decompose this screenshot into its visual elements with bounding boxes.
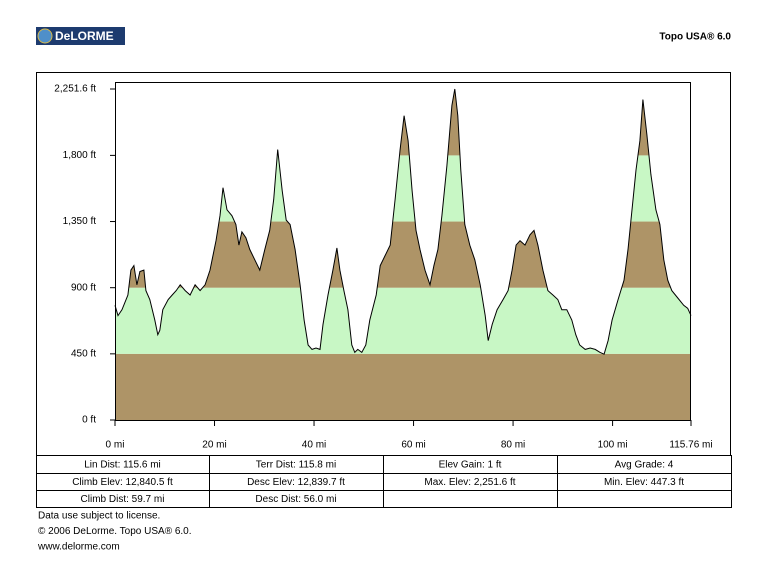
logo: DeLORME (36, 27, 125, 45)
elevation-band (115, 287, 691, 354)
table-text: Avg Grade: 4 (615, 460, 674, 471)
table-cell (557, 490, 732, 508)
table-cell (383, 490, 558, 508)
y-tick-label: 1,800 ft (63, 150, 97, 161)
x-tick-label: 0 mi (106, 440, 125, 451)
x-tick-label: 40 mi (302, 440, 326, 451)
logo-globe (37, 28, 53, 44)
x-tick-label: 100 mi (598, 440, 628, 451)
stats-table: Lin Dist: 115.6 mi Terr Dist: 115.8 mi Ele… (36, 455, 732, 508)
x-tick-label: 20 mi (202, 440, 226, 451)
footer-line: Data use subject to license. (38, 511, 160, 522)
y-tick-label: 2,251.6 ft (54, 84, 96, 95)
y-tick-label: 0 ft (82, 415, 96, 426)
table-text: Desc Elev: 12,839.7 ft (247, 477, 345, 488)
footer-line: www.delorme.com (37, 542, 120, 553)
table-text: Elev Gain: 1 ft (439, 460, 502, 471)
elevation-bands (115, 82, 691, 420)
table-text: Max. Elev: 2,251.6 ft (424, 477, 515, 488)
elevation-band (115, 353, 691, 420)
logo-text: DeLORME (55, 29, 114, 43)
footer: Data use subject to license. © 2006 DeLor… (37, 511, 192, 553)
plot-frame (115, 82, 691, 421)
table-text: Lin Dist: 115.6 mi (84, 460, 161, 471)
table-text: Climb Dist: 59.7 mi (81, 494, 165, 505)
logo-box (36, 27, 125, 45)
product-name: Topo USA® 6.0 (659, 32, 731, 43)
table-text: Climb Elev: 12,840.5 ft (72, 477, 173, 488)
footer-line: © 2006 DeLorme. Topo USA® 6.0. (38, 526, 192, 537)
y-tick-label: 450 ft (71, 348, 96, 359)
table-text: Min. Elev: 447.3 ft (604, 477, 684, 488)
table-text: Desc Dist: 56.0 mi (255, 494, 336, 505)
x-tick-label: 80 mi (501, 440, 525, 451)
plot: 0 ft 450 ft 900 ft 1,350 ft 1,800 ft 2,251.6 … (54, 82, 713, 451)
elevation-band (115, 82, 691, 89)
y-tick-label: 1,350 ft (63, 216, 97, 227)
elevation-line (114, 88, 692, 355)
table-text: Terr Dist: 115.8 mi (256, 460, 336, 471)
elevation-band (115, 221, 691, 288)
y-tick-label: 900 ft (71, 282, 96, 293)
x-tick-label: 60 mi (401, 440, 425, 451)
x-tick-label: 115.76 mi (669, 440, 712, 451)
elevation-band (115, 155, 691, 222)
